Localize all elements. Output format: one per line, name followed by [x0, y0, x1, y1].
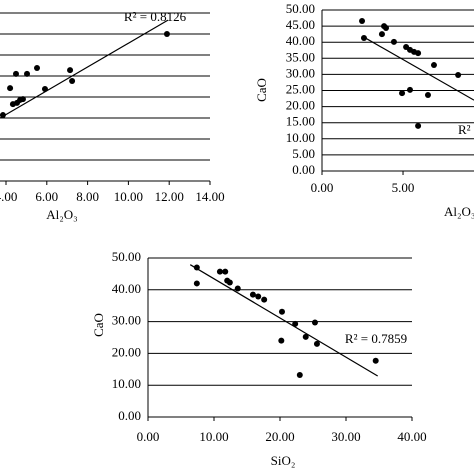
point	[399, 90, 406, 97]
point	[249, 291, 256, 298]
point	[360, 35, 367, 42]
point	[278, 308, 285, 315]
y-tick-label: 0.00	[292, 162, 315, 177]
point	[7, 85, 14, 92]
point	[296, 372, 303, 379]
point	[193, 264, 200, 271]
y-tick-label: 10.00	[112, 376, 141, 391]
annotation: R²	[458, 122, 471, 137]
point	[406, 86, 413, 93]
x-tick-label: 0.00	[311, 180, 334, 195]
point	[359, 17, 366, 24]
x-tick-label: 40.00	[397, 429, 426, 444]
point	[0, 112, 6, 119]
point	[41, 86, 48, 93]
point	[424, 92, 431, 99]
y-tick-label: 30.00	[112, 313, 141, 328]
point	[12, 70, 19, 77]
point	[69, 78, 76, 85]
point	[302, 333, 309, 340]
trend-line	[0, 19, 169, 119]
point	[415, 122, 422, 129]
y-tick-label: 0.00	[118, 408, 141, 423]
point	[67, 67, 74, 74]
x-tick-label: 0.00	[137, 429, 160, 444]
point	[372, 357, 379, 364]
x-tick-label: 6.00	[35, 189, 58, 204]
point	[163, 31, 170, 37]
x-axis-label: Al₂O₃	[46, 207, 77, 222]
x-tick-label: 14.00	[195, 189, 224, 204]
point	[216, 268, 223, 275]
y-tick-label: 10.00	[286, 130, 315, 145]
point	[430, 62, 437, 69]
point	[378, 31, 385, 38]
y-tick-label: 45.00	[286, 17, 315, 32]
point	[278, 337, 285, 344]
y-tick-label: 50.00	[112, 249, 141, 264]
point	[226, 279, 233, 286]
y-tick-label: 20.00	[286, 98, 315, 113]
annotation: R² = 0.7859	[345, 331, 407, 346]
point	[292, 320, 299, 327]
y-tick-label: 15.00	[286, 114, 315, 129]
point	[415, 50, 422, 57]
y-tick-label: 25.00	[286, 81, 315, 96]
y-tick-label: 30.00	[286, 65, 315, 80]
y-tick-label: 40.00	[112, 281, 141, 296]
point	[313, 340, 320, 347]
y-tick-label: 40.00	[286, 33, 315, 48]
x-tick-label: 30.00	[331, 429, 360, 444]
x-tick-label: 10.00	[114, 189, 143, 204]
point	[311, 319, 318, 326]
y-axis-label: CaO	[254, 78, 269, 102]
point	[34, 65, 41, 72]
point	[390, 38, 397, 45]
trend-line	[361, 35, 474, 101]
point	[261, 296, 268, 303]
x-tick-label: 12.00	[155, 189, 184, 204]
trend-line	[189, 264, 378, 377]
x-axis-label: Al₂O₃	[444, 204, 474, 219]
x-tick-label: 20.00	[265, 429, 294, 444]
point	[383, 25, 390, 32]
point	[222, 268, 229, 275]
x-tick-label: 8.00	[76, 189, 99, 204]
point	[19, 96, 26, 103]
annotation: R² = 0.8126	[124, 9, 187, 24]
point	[455, 72, 462, 79]
point	[255, 293, 262, 300]
y-tick-label: 5.00	[292, 146, 315, 161]
y-tick-label: 20.00	[112, 344, 141, 359]
point	[234, 285, 241, 292]
x-axis-label: SiO₂	[271, 453, 296, 468]
x-tick-label: 4.00	[0, 189, 17, 204]
y-tick-label: 50.00	[286, 1, 315, 16]
x-tick-label: 5.00	[392, 180, 415, 195]
x-tick-label: 10.00	[199, 429, 228, 444]
y-axis-label: CaO	[91, 313, 106, 337]
point	[193, 280, 200, 287]
point	[24, 70, 31, 77]
y-tick-label: 35.00	[286, 49, 315, 64]
